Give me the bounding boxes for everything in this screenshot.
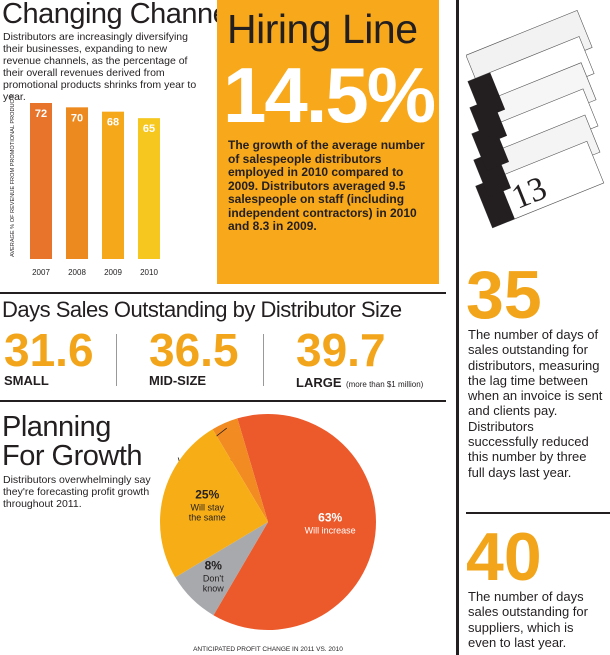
- bar-value-label: 70: [71, 112, 83, 124]
- changing-channels-title: Changing Channels: [2, 0, 249, 30]
- dso-title: Days Sales Outstanding by Distributor Si…: [2, 297, 402, 322]
- dso-label-mid: MID-SIZE: [149, 373, 207, 388]
- pie-category-label: Will stay: [191, 503, 225, 513]
- planning-title-line2: For Growth: [2, 440, 143, 472]
- bar-value-label: 65: [143, 123, 155, 135]
- bar-2010: [138, 118, 160, 260]
- revenue-bar-chart: AVERAGE % OF REVENUE FROM PROMOTIONAL PR…: [10, 94, 160, 277]
- pie-category-label: Will increase: [305, 526, 356, 536]
- changing-channels-body: Distributors are increasingly diversifyi…: [3, 31, 197, 103]
- pie-category-label: the same: [189, 513, 226, 523]
- bar-2007: [30, 103, 52, 259]
- hiring-line-body: The growth of the average number of sale…: [228, 138, 425, 233]
- profit-change-pie-chart: 63%Will increase4%Will decrease25%Will s…: [160, 414, 376, 653]
- stat-divider: [466, 512, 610, 514]
- dso-item-small: 31.6 SMALL: [4, 326, 94, 388]
- column-divider: [456, 0, 459, 655]
- bar-category-label: 2010: [140, 268, 158, 277]
- hiring-line-stat: 14.5%: [223, 51, 436, 139]
- hiring-line-box: Hiring Line 14.5% The growth of the aver…: [217, 0, 439, 284]
- stat-35-number: 35: [466, 257, 542, 333]
- dso-label-small: SMALL: [4, 373, 49, 388]
- pie-category-label: Don't: [203, 573, 224, 583]
- dso-label-large: LARGE: [296, 375, 342, 390]
- planning-top-rule: [0, 400, 446, 402]
- pie-category-label: know: [203, 583, 225, 593]
- planning-body: Distributors overwhelmingly say they're …: [3, 474, 151, 510]
- stat-35-body: The number of days of sales outstanding …: [468, 327, 603, 480]
- pie-percent-label: 8%: [205, 558, 223, 572]
- bar-value-label: 72: [35, 108, 47, 120]
- dso-top-rule: [0, 292, 446, 294]
- dso-value-mid: 36.5: [149, 324, 239, 376]
- pie-slice-will-decrease: [212, 418, 268, 522]
- pie-percent-label: 25%: [195, 488, 219, 502]
- bar-category-label: 2007: [32, 268, 50, 277]
- pie-slice-will-stay-the-same: [160, 429, 268, 578]
- bar-category-label: 2008: [68, 268, 86, 277]
- bar-category-label: 2009: [104, 268, 122, 277]
- dso-value-large: 39.7: [296, 324, 386, 376]
- pie-slice-don-t-know: [175, 522, 268, 616]
- dso-item-large: 39.7 LARGE (more than $1 million): [296, 326, 423, 392]
- stat-40-body: The number of days sales outstanding for…: [468, 589, 588, 650]
- dso-separator-2: [263, 334, 264, 386]
- bar-chart-ylabel: AVERAGE % OF REVENUE FROM PROMOTIONAL PR…: [10, 94, 16, 257]
- pie-percent-label: 63%: [318, 511, 342, 525]
- bar-2008: [66, 107, 88, 259]
- dso-note-large: (more than $1 million): [345, 380, 424, 389]
- bar-2009: [102, 111, 124, 260]
- dso-item-mid: 36.5 MID-SIZE: [149, 326, 239, 388]
- dso-separator-1: [116, 334, 117, 386]
- pie-chart-caption: ANTICIPATED PROFIT CHANGE IN 2011 VS. 20…: [193, 646, 343, 653]
- stat-40-number: 40: [466, 519, 542, 595]
- calendar-pages-image: 13 January: [466, 9, 605, 229]
- dso-value-small: 31.6: [4, 324, 94, 376]
- hiring-line-title: Hiring Line: [227, 6, 418, 52]
- pie-slice-will-increase: [213, 414, 376, 630]
- bar-value-label: 68: [107, 117, 119, 129]
- planning-title-line1: Planning: [2, 411, 111, 443]
